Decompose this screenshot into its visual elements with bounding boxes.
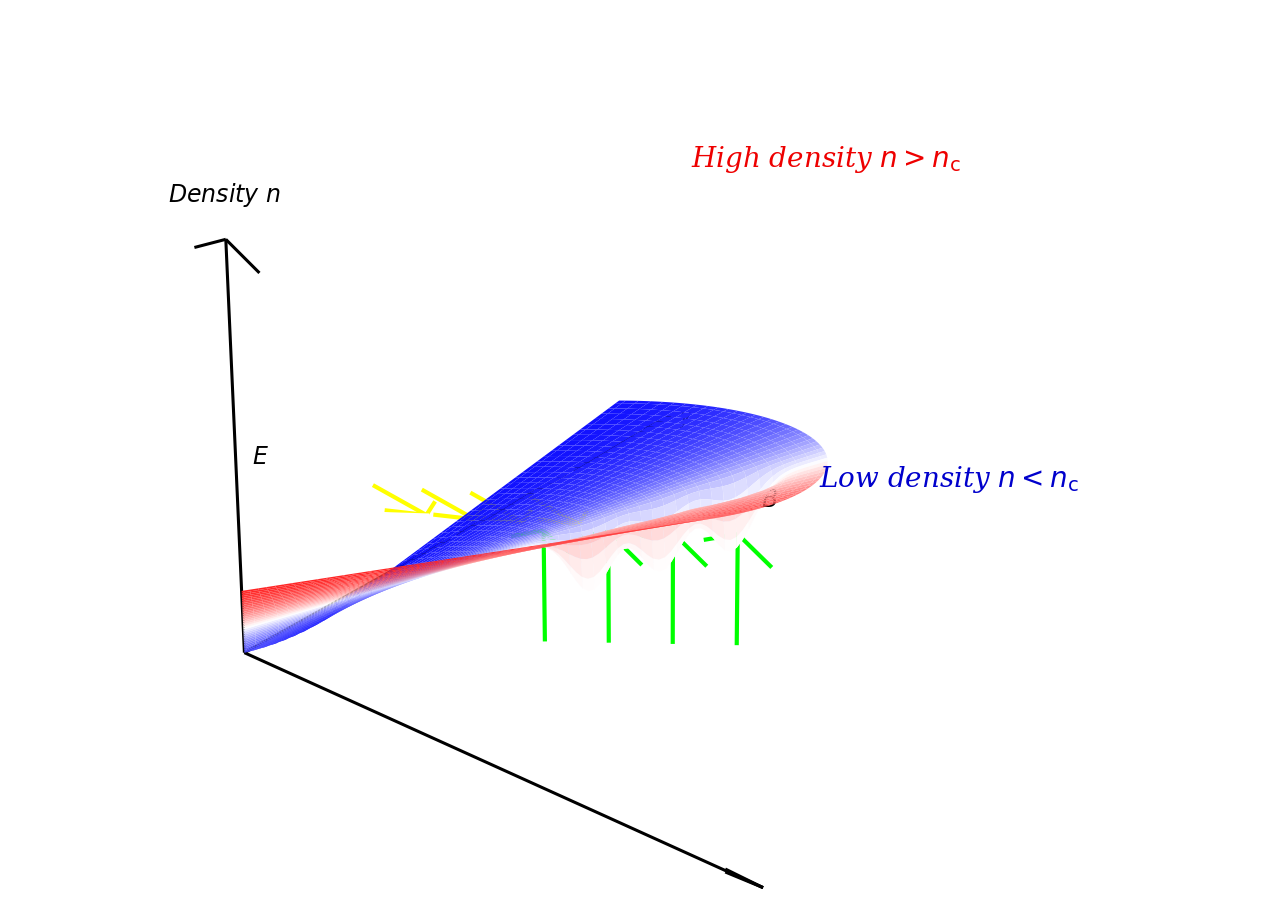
Text: High density $n > n_\mathrm{c}$: High density $n > n_\mathrm{c}$ [691,144,961,175]
Text: Low density $n < n_\mathrm{c}$: Low density $n < n_\mathrm{c}$ [819,464,1079,495]
